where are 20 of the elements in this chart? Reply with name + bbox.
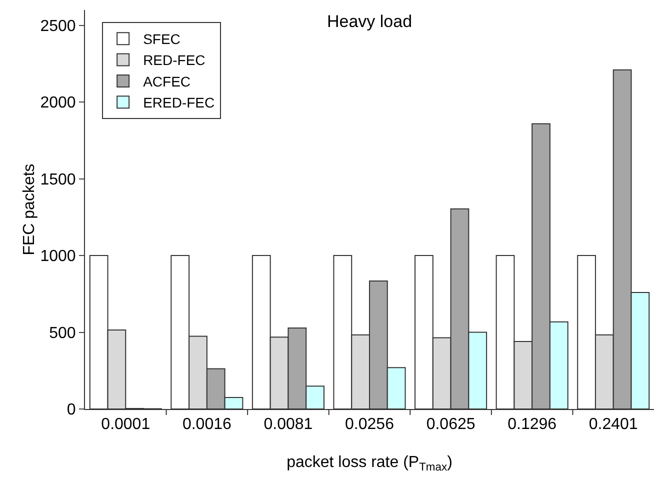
x-tick-label: 0.2401: [588, 416, 638, 434]
y-tick-label: 500: [49, 324, 76, 342]
x-tick-label: 0.0625: [426, 416, 476, 434]
x-tick-label: 0.0081: [264, 416, 313, 434]
legend-label: ERED-FEC: [143, 94, 215, 111]
x-axis-title: packet loss rate (P$_{Tmax}$): [286, 454, 452, 474]
legend-label: SFEC: [143, 31, 180, 48]
y-tick-label: 1000: [40, 248, 76, 266]
x-tick-label: 0.0016: [182, 416, 232, 434]
y-tick-label: 1500: [40, 171, 76, 188]
y-tick-label: 2000: [40, 94, 76, 112]
x-tick-label: 0.0001: [101, 416, 150, 434]
chart-title: Heavy load: [327, 12, 412, 31]
x-tick-label: 0.1296: [508, 416, 557, 434]
y-axis-title: FEC packets: [21, 164, 38, 256]
legend-label: RED-FEC: [143, 52, 206, 68]
x-tick-label: 0.0256: [345, 416, 394, 434]
legend-label: ACFEC: [143, 73, 191, 90]
y-tick-label: 0: [66, 402, 76, 419]
y-tick-label: 2500: [40, 18, 76, 35]
